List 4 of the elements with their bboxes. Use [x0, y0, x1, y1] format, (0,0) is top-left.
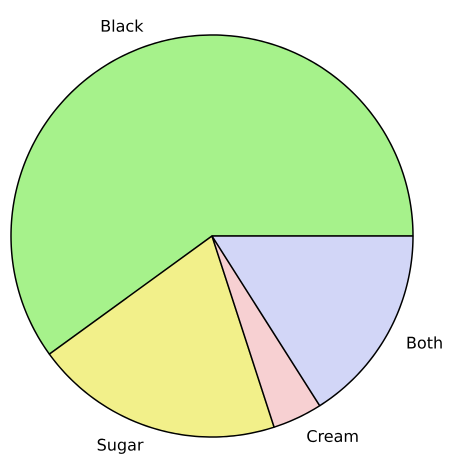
slice-label: Both [408, 336, 442, 349]
slice-label: Cream [307, 430, 358, 442]
slice-label: Sugar [98, 438, 144, 454]
slice-label: Black [102, 20, 144, 32]
